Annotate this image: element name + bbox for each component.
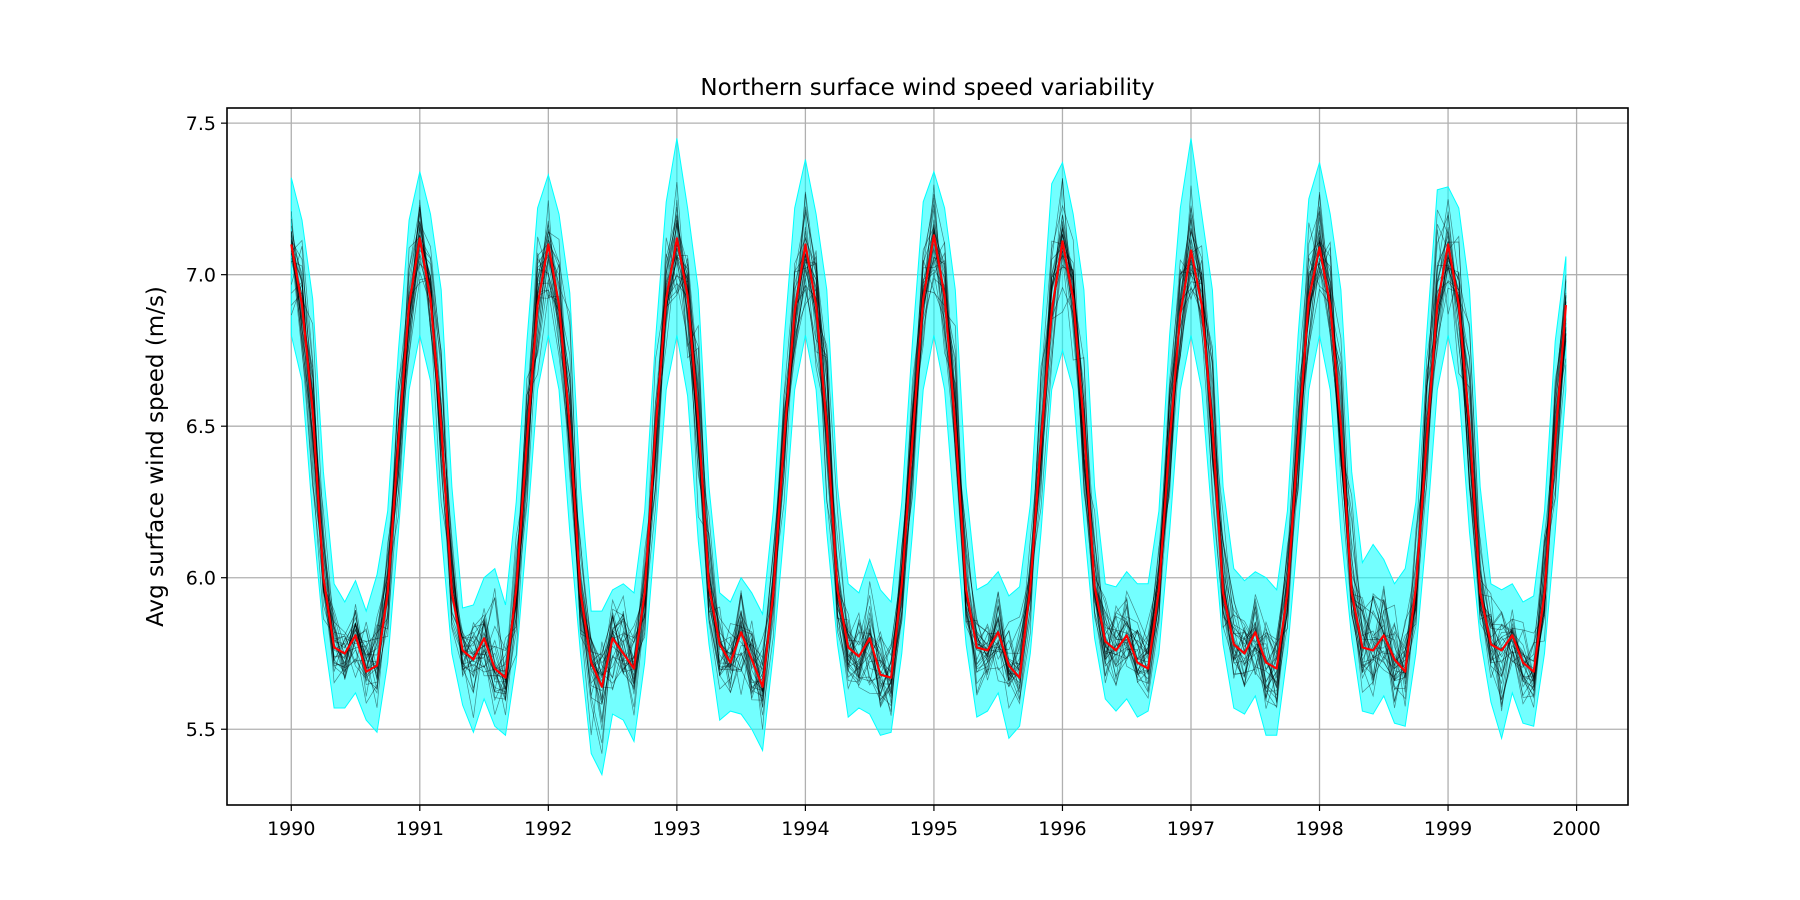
y-tick-label: 7.0	[186, 265, 216, 287]
mean-line	[290, 234, 1567, 688]
x-tick-label: 1997	[1167, 818, 1215, 840]
ensemble-band	[290, 138, 1567, 777]
x-tick-label: 1998	[1295, 818, 1343, 840]
x-axis: 1990 1991 1992 1993 1994 1995 1996 1997 1998 1999…	[267, 805, 1601, 840]
y-tick-label: 6.0	[186, 568, 216, 590]
x-tick-label: 1993	[653, 818, 701, 840]
ensemble-member-line	[291, 231, 1567, 723]
ensemble-member-line	[291, 185, 1567, 720]
ensemble-member-line	[290, 199, 1567, 699]
y-axis: 5.5 6.0 6.5 7.0 7.5	[186, 113, 227, 741]
ensemble-member-line	[290, 219, 1567, 699]
ensemble-member-line	[290, 209, 1567, 716]
plot-frame	[226, 107, 1629, 806]
ensemble-range-band	[290, 138, 1567, 777]
y-tick-label: 6.5	[186, 416, 216, 438]
ensemble-member-line	[290, 236, 1567, 701]
ensemble-member-line	[290, 179, 1567, 707]
x-tick-label: 1999	[1424, 818, 1472, 840]
ensemble-member-line	[290, 197, 1567, 744]
ensemble-member-line	[290, 194, 1567, 715]
y-tick-label: 5.5	[186, 719, 216, 741]
ensemble-member-line	[290, 199, 1567, 718]
ensemble-member-line	[290, 204, 1567, 690]
x-tick-label: 1996	[1038, 818, 1086, 840]
y-tick-label: 7.5	[186, 113, 216, 135]
ensemble-member-line	[290, 205, 1567, 736]
x-tick-label: 1992	[524, 818, 572, 840]
mean-series	[290, 234, 1567, 688]
ensemble-member-line	[290, 212, 1567, 698]
ensemble-member-line	[290, 199, 1567, 702]
x-tick-label: 2000	[1552, 818, 1600, 840]
ensemble-member-line	[290, 223, 1567, 730]
ensemble-member-line	[290, 210, 1567, 693]
chart-title: Northern surface wind speed variability	[700, 75, 1154, 101]
x-tick-label: 1995	[910, 818, 958, 840]
ensemble-members	[290, 177, 1567, 754]
x-tick-label: 1991	[396, 818, 444, 840]
x-tick-label: 1990	[267, 818, 315, 840]
y-axis-label: Avg surface wind speed (m/s)	[143, 286, 169, 627]
ensemble-member-line	[290, 177, 1567, 754]
x-tick-label: 1994	[781, 818, 829, 840]
ensemble-member-line	[290, 222, 1567, 698]
